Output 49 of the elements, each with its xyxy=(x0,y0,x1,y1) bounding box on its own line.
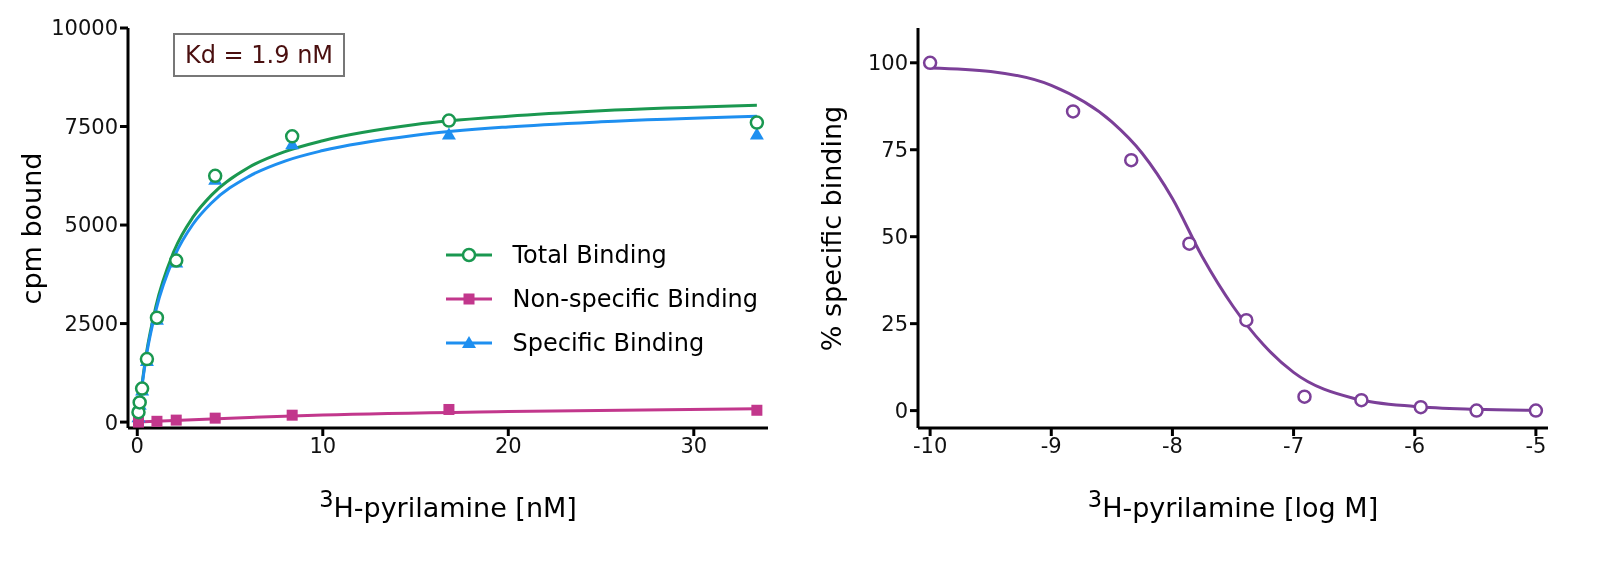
y-tick-label: 2500 xyxy=(64,312,118,337)
y-tick-label: 25 xyxy=(881,312,908,337)
x-tick-label: 0 xyxy=(130,433,144,458)
y-tick-label: 10000 xyxy=(51,16,118,41)
point xyxy=(443,403,455,415)
point xyxy=(749,115,765,130)
legend-label: Total Binding xyxy=(512,241,667,269)
point xyxy=(284,129,300,144)
y-tick-label: 100 xyxy=(867,51,908,76)
point xyxy=(1528,403,1544,418)
legend-label: Specific Binding xyxy=(512,329,705,357)
point xyxy=(1297,389,1312,404)
point xyxy=(1182,236,1197,251)
x-axis-title: $^{3}$H-pyrilamine [nM] xyxy=(318,486,578,523)
x-tick-label: -8 xyxy=(1161,433,1183,458)
point xyxy=(1354,392,1369,408)
point xyxy=(151,415,163,427)
x-tick-label: -6 xyxy=(1404,433,1426,458)
y-tick-label: 5000 xyxy=(64,213,118,238)
point xyxy=(1065,104,1081,119)
legend-label: Non-specific Binding xyxy=(512,285,758,313)
point xyxy=(209,412,221,424)
y-tick-label: 75 xyxy=(881,138,908,163)
point xyxy=(1469,403,1484,418)
y-tick-label: 0 xyxy=(104,410,118,435)
point xyxy=(1413,399,1429,415)
point xyxy=(751,404,763,416)
point xyxy=(286,409,298,421)
y-tick-label: 0 xyxy=(894,399,908,424)
point xyxy=(922,55,938,71)
x-tick-label: 20 xyxy=(494,433,522,458)
y-tick-label: 7500 xyxy=(64,114,118,139)
x-tick-label: -10 xyxy=(912,433,948,458)
annotation: Kd = 1.9 nM xyxy=(173,33,346,77)
point xyxy=(1123,152,1139,168)
y-axis-title: % specific binding xyxy=(816,105,848,351)
point xyxy=(1239,312,1254,328)
point xyxy=(170,414,182,426)
point xyxy=(441,127,456,140)
x-tick-label: -5 xyxy=(1525,433,1547,458)
y-tick-label: 50 xyxy=(881,225,908,250)
y-axis-title: cpm bound xyxy=(16,152,48,304)
x-tick-label: 30 xyxy=(680,433,708,458)
x-tick-label: -7 xyxy=(1283,433,1305,458)
point xyxy=(207,168,223,184)
x-tick-label: -9 xyxy=(1040,433,1062,458)
point xyxy=(441,113,457,128)
x-axis-title: $^{3}$H-pyrilamine [log M] xyxy=(1086,486,1380,523)
x-tick-label: 10 xyxy=(309,433,337,458)
